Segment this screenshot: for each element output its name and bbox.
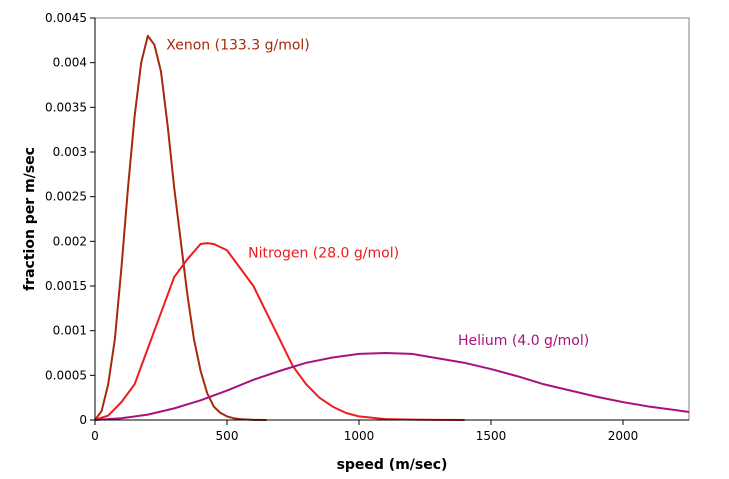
y-tick-label: 0.0015: [45, 279, 87, 293]
y-tick-label: 0.001: [53, 324, 87, 338]
x-tick-label: 1000: [344, 429, 375, 443]
x-axis-title: speed (m/sec): [337, 457, 448, 473]
series-line-helium: [94, 352, 690, 421]
x-tick-label: 2000: [608, 429, 639, 443]
y-tick-label: 0.0035: [45, 100, 87, 114]
y-tick-label: 0.0005: [45, 368, 87, 382]
series-line-nitrogen: [94, 242, 465, 421]
x-tick-label: 1500: [476, 429, 507, 443]
y-tick-label: 0: [79, 413, 87, 427]
plot-frame: [94, 17, 690, 421]
series-lines: [94, 34, 690, 421]
y-tick-label: 0.002: [53, 234, 87, 248]
y-tick-label: 0.0045: [45, 11, 87, 25]
x-tick-label: 500: [216, 429, 239, 443]
y-tick-label: 0.004: [53, 56, 87, 70]
plot-area: [94, 17, 690, 421]
axes: 0 500 1000 1500 2000 0 0.0005 0.001 0.0015 0.002 0…: [45, 11, 689, 443]
y-tick-label: 0.003: [53, 145, 87, 159]
series-label-helium: Helium (4.0 g/mol): [458, 333, 589, 349]
series-line-xenon: [94, 34, 267, 421]
series-annotations: Xenon (133.3 g/mol) Nitrogen (28.0 g/mol)…: [166, 37, 589, 349]
y-tick-label: 0.0025: [45, 190, 87, 204]
x-tick-label: 0: [91, 429, 99, 443]
y-axis-title: fraction per m/sec: [22, 147, 38, 291]
series-label-xenon: Xenon (133.3 g/mol): [166, 37, 310, 53]
series-label-nitrogen: Nitrogen (28.0 g/mol): [248, 245, 399, 261]
